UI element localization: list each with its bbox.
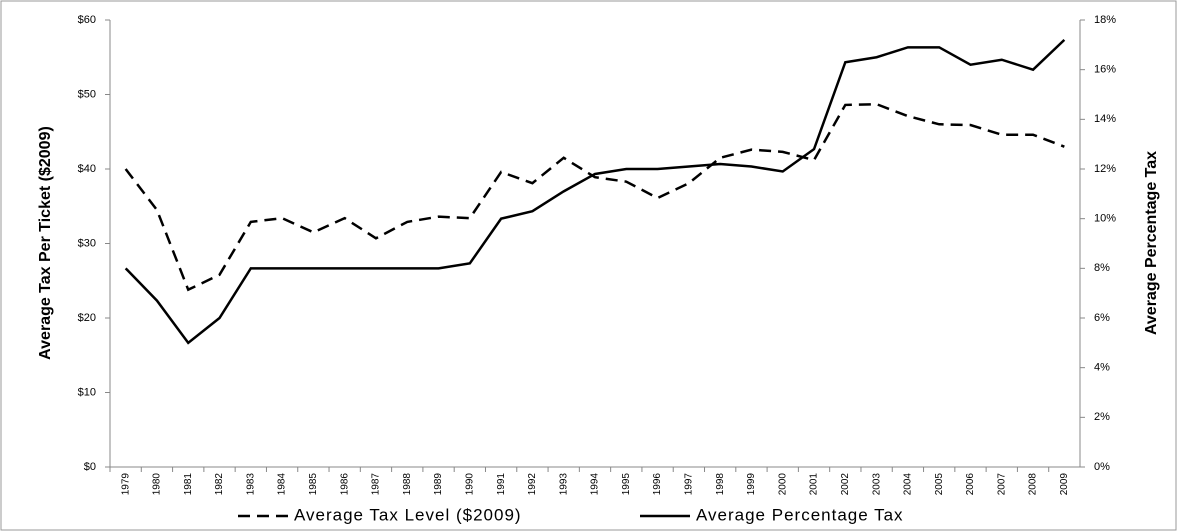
y2-tick-label: 4% [1094, 362, 1110, 374]
x-tick-label: 1992 [527, 473, 538, 496]
y2-tick-label: 8% [1094, 262, 1110, 274]
y2-tick-label: 16% [1094, 64, 1116, 76]
y-tick-label: $0 [84, 461, 96, 473]
x-tick-label: 2006 [965, 473, 976, 496]
x-tick-label: 1984 [277, 473, 288, 496]
x-tick-label: 2004 [903, 473, 914, 496]
y2-tick-label: 2% [1094, 411, 1110, 423]
x-tick-label: 1986 [339, 473, 350, 496]
x-tick-label: 2008 [1028, 473, 1039, 496]
x-tick-label: 2005 [934, 473, 945, 496]
x-tick-label: 1998 [715, 473, 726, 496]
x-tick-label: 1987 [371, 473, 382, 496]
x-tick-label: 1979 [120, 473, 131, 496]
line [124, 38, 1066, 345]
y2-axis-title: Average Percentage Tax [1143, 151, 1160, 335]
x-tick-label: 2001 [809, 473, 820, 496]
y-tick-label: $30 [78, 237, 96, 249]
x-tick-label: 1999 [746, 473, 757, 496]
y-axis-title: Average Tax Per Ticket ($2009) [37, 126, 54, 360]
y2-tick-label: 14% [1094, 113, 1116, 125]
x-tick-label: 2000 [777, 473, 788, 496]
y2-tick-label: 10% [1094, 213, 1116, 225]
y-tick-label: $40 [78, 163, 96, 175]
y2-tick-label: 18% [1094, 14, 1116, 26]
x-tick-label: 1994 [590, 473, 601, 496]
x-tick-label: 2002 [840, 473, 851, 496]
x-tick-label: 1983 [245, 473, 256, 496]
x-tick-label: 1988 [402, 473, 413, 496]
x-tick-label: 1997 [684, 473, 695, 496]
x-tick-label: 1989 [433, 473, 444, 496]
x-tick-label: 2007 [996, 473, 1007, 496]
x-tick-label: 1990 [464, 473, 475, 496]
x-tick-label: 1995 [621, 473, 632, 496]
x-tick-label: 1996 [652, 473, 663, 496]
y-tick-label: $60 [78, 14, 96, 26]
y-tick-label: $50 [78, 88, 96, 100]
y-tick-label: $20 [78, 312, 96, 324]
y2-tick-label: 6% [1094, 312, 1110, 324]
x-tick-label: 2009 [1059, 473, 1070, 496]
legend-label: Average Tax Level ($2009) [294, 505, 522, 524]
y2-tick-label: 0% [1094, 461, 1110, 473]
x-tick-label: 1981 [183, 473, 194, 496]
legend-label: Average Percentage Tax [696, 505, 904, 524]
y-tick-label: $10 [78, 386, 96, 398]
x-tick-label: 1993 [558, 473, 569, 496]
x-tick-label: 1980 [152, 473, 163, 496]
x-tick-label: 1985 [308, 473, 319, 496]
line [124, 102, 1065, 292]
x-tick-label: 1991 [496, 473, 507, 496]
x-tick-label: 1982 [214, 473, 225, 496]
y2-tick-label: 12% [1094, 163, 1116, 175]
x-tick-label: 2003 [871, 473, 882, 496]
